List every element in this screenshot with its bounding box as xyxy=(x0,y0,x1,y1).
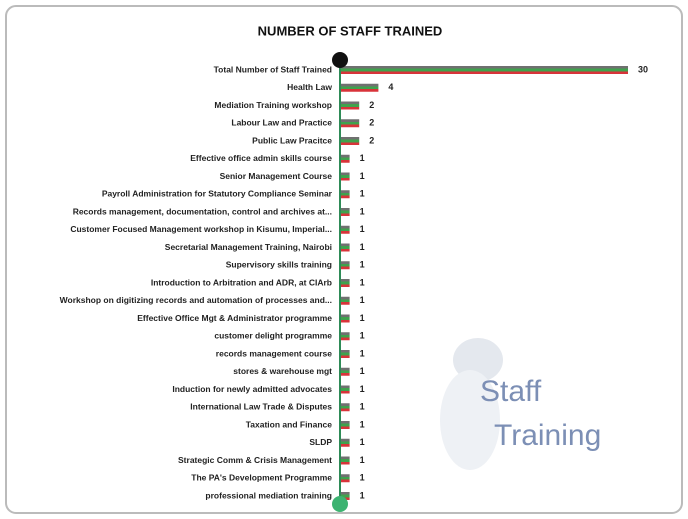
y-tick-label: Senior Management Course xyxy=(220,171,333,181)
bar xyxy=(340,279,350,287)
y-tick-label: Mediation Training workshop xyxy=(214,100,332,110)
y-tick-label: Payroll Administration for Statutory Com… xyxy=(102,189,333,199)
data-label: 1 xyxy=(360,490,365,500)
bar xyxy=(340,244,350,252)
data-label: 1 xyxy=(360,189,365,199)
y-tick-label: SLDP xyxy=(309,437,332,447)
data-label: 4 xyxy=(388,82,393,92)
bar xyxy=(340,66,628,74)
data-label: 1 xyxy=(360,437,365,447)
data-label: 1 xyxy=(360,402,365,412)
axis-cap xyxy=(332,496,348,512)
data-label: 1 xyxy=(360,384,365,394)
bar xyxy=(340,173,350,181)
bar xyxy=(340,297,350,305)
bar xyxy=(340,261,350,269)
data-label: 1 xyxy=(360,277,365,287)
bar xyxy=(340,457,350,465)
y-tick-label: Labour Law and Practice xyxy=(231,118,332,128)
data-label: 2 xyxy=(369,118,374,128)
y-tick-label: Introduction to Arbitration and ADR, at … xyxy=(151,277,332,287)
bar xyxy=(340,474,350,482)
y-tick-label: records management course xyxy=(216,348,332,358)
data-label: 1 xyxy=(360,242,365,252)
y-tick-label: professional mediation training xyxy=(205,490,332,500)
y-tick-label: stores & warehouse mgt xyxy=(233,366,332,376)
bar xyxy=(340,208,350,216)
bar xyxy=(340,421,350,429)
y-tick-label: Effective office admin skills course xyxy=(190,153,332,163)
y-tick-label: Health Law xyxy=(287,82,332,92)
watermark-text: Training xyxy=(494,419,601,452)
data-label: 1 xyxy=(360,295,365,305)
bar xyxy=(340,155,350,163)
data-label: 2 xyxy=(369,100,374,110)
bar xyxy=(340,84,378,92)
y-tick-label: Records management, documentation, contr… xyxy=(73,206,332,216)
data-label: 1 xyxy=(360,313,365,323)
y-tick-label: International Law Trade & Disputes xyxy=(190,402,332,412)
bar xyxy=(340,332,350,340)
chart-title: NUMBER OF STAFF TRAINED xyxy=(258,23,443,38)
data-label: 1 xyxy=(360,153,365,163)
data-label: 1 xyxy=(360,366,365,376)
y-tick-label: Induction for newly admitted advocates xyxy=(172,384,332,394)
data-label: 1 xyxy=(360,473,365,483)
y-tick-label: Secretarial Management Training, Nairobi xyxy=(165,242,332,252)
bar xyxy=(340,226,350,234)
bar xyxy=(340,190,350,198)
data-label: 1 xyxy=(360,206,365,216)
y-tick-label: Taxation and Finance xyxy=(246,419,333,429)
bar xyxy=(340,439,350,447)
data-label: 1 xyxy=(360,260,365,270)
y-tick-label: The PA's Development Programme xyxy=(191,473,332,483)
y-tick-label: Effective Office Mgt & Administrator pro… xyxy=(137,313,332,323)
data-label: 1 xyxy=(360,348,365,358)
bar xyxy=(340,102,359,110)
data-label: 1 xyxy=(360,419,365,429)
axis-cap xyxy=(332,52,348,68)
page: NUMBER OF STAFF TRAINED Staff Training T… xyxy=(0,0,688,519)
bar xyxy=(340,315,350,323)
data-label: 1 xyxy=(360,455,365,465)
y-tick-label: customer delight programme xyxy=(214,331,332,341)
bar xyxy=(340,350,350,358)
bar xyxy=(340,403,350,411)
watermark-text: Staff xyxy=(480,375,542,408)
y-tick-label: Customer Focused Management workshop in … xyxy=(70,224,332,234)
data-label: 1 xyxy=(360,171,365,181)
chart: NUMBER OF STAFF TRAINED Staff Training T… xyxy=(0,0,688,519)
y-tick-label: Total Number of Staff Trained xyxy=(214,64,332,74)
bar xyxy=(340,368,350,376)
bar xyxy=(340,137,359,145)
bar xyxy=(340,119,359,127)
data-label: 1 xyxy=(360,331,365,341)
data-label: 2 xyxy=(369,135,374,145)
y-tick-label: Workshop on digitizing records and autom… xyxy=(60,295,332,305)
data-label: 1 xyxy=(360,224,365,234)
y-tick-label: Public Law Pracitce xyxy=(252,135,332,145)
bar xyxy=(340,386,350,394)
data-label: 30 xyxy=(638,64,648,74)
y-tick-label: Supervisory skills training xyxy=(226,260,332,270)
y-tick-label: Strategic Comm & Crisis Management xyxy=(178,455,332,465)
